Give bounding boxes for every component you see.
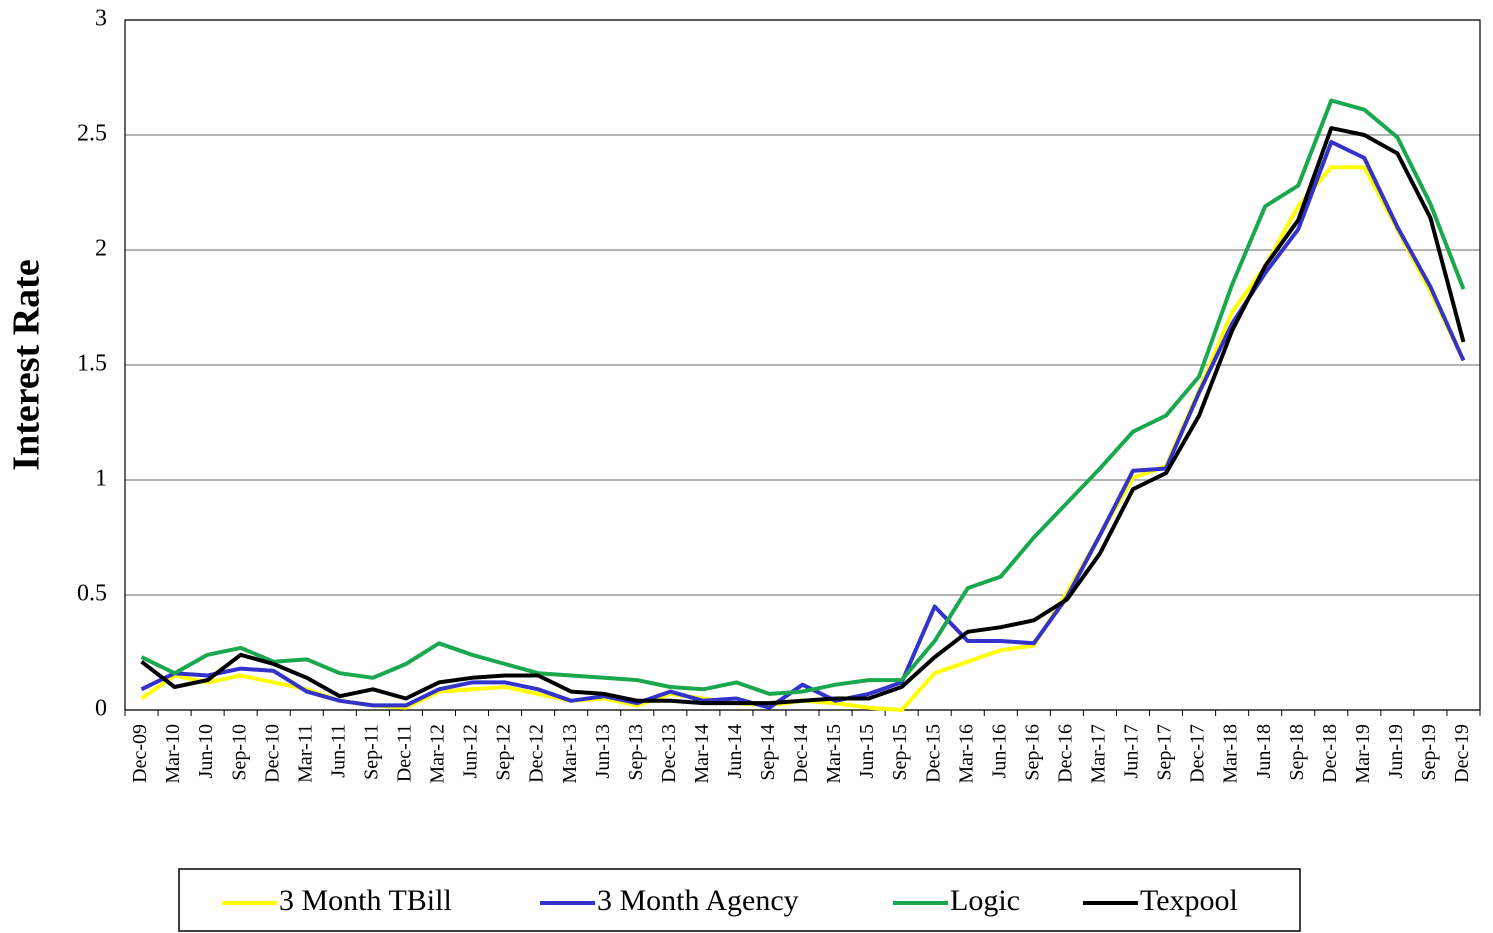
x-tick-label: Dec-12 bbox=[526, 724, 548, 783]
x-tick-label: Mar-14 bbox=[691, 724, 713, 784]
x-tick-label: Sep-11 bbox=[360, 724, 382, 780]
series-line bbox=[140, 126, 1466, 706]
x-tick-label: Dec-13 bbox=[658, 724, 680, 783]
x-tick-label: Mar-17 bbox=[1088, 724, 1110, 784]
y-tick-label: 0.5 bbox=[77, 581, 107, 607]
x-tick-label: Dec-14 bbox=[790, 724, 812, 783]
x-tick-label: Mar-15 bbox=[823, 724, 845, 784]
x-tick-label: Dec-17 bbox=[1187, 724, 1209, 783]
x-tick-label: Dec-19 bbox=[1451, 724, 1473, 783]
x-tick-label: Mar-13 bbox=[559, 724, 581, 784]
x-tick-label: Dec-16 bbox=[1054, 724, 1076, 783]
series-line bbox=[140, 165, 1466, 712]
y-tick-label: 3 bbox=[95, 6, 107, 32]
x-tick-label: Sep-15 bbox=[889, 724, 911, 781]
x-tick-label: Mar-12 bbox=[427, 724, 449, 784]
legend-box bbox=[178, 868, 1301, 932]
series-line bbox=[140, 98, 1466, 696]
x-tick-label: Sep-17 bbox=[1154, 724, 1176, 781]
y-tick-label: 2.5 bbox=[77, 121, 107, 147]
x-tick-label: Jun-17 bbox=[1121, 724, 1143, 778]
x-tick-label: Mar-11 bbox=[294, 724, 316, 783]
x-tick-label: Jun-16 bbox=[988, 724, 1010, 778]
y-axis-label: Interest Rate bbox=[6, 259, 48, 470]
y-tick-label: 0 bbox=[95, 696, 107, 722]
legend-label: Texpool bbox=[1140, 884, 1238, 917]
x-tick-label: Jun-19 bbox=[1385, 724, 1407, 778]
y-tick-label: 1 bbox=[95, 466, 107, 492]
x-tick-label: Mar-10 bbox=[162, 724, 184, 784]
x-tick-label: Mar-19 bbox=[1352, 724, 1374, 784]
x-tick-label: Sep-16 bbox=[1021, 724, 1043, 781]
x-tick-label: Sep-19 bbox=[1418, 724, 1440, 781]
x-tick-label: Mar-16 bbox=[955, 724, 977, 784]
plot-frame bbox=[124, 19, 1481, 711]
x-tick-label: Sep-12 bbox=[493, 724, 515, 781]
legend-label: 3 Month Agency bbox=[597, 884, 799, 917]
x-tick-label: Sep-18 bbox=[1286, 724, 1308, 781]
series-line bbox=[140, 139, 1466, 710]
x-tick-label: Mar-18 bbox=[1220, 724, 1242, 784]
x-tick-label: Dec-18 bbox=[1319, 724, 1341, 783]
x-tick-label: Sep-10 bbox=[228, 724, 250, 781]
x-tick-label: Dec-15 bbox=[922, 724, 944, 783]
x-tick-label: Sep-13 bbox=[625, 724, 647, 781]
x-tick-label: Jun-14 bbox=[724, 724, 746, 778]
x-tick-label: Jun-18 bbox=[1253, 724, 1275, 778]
y-tick-label: 2 bbox=[95, 236, 107, 262]
legend-label: 3 Month TBill bbox=[279, 884, 452, 917]
x-tick-label: Jun-13 bbox=[592, 724, 614, 778]
x-tick-label: Dec-09 bbox=[129, 724, 151, 783]
legend-label: Logic bbox=[950, 884, 1020, 917]
x-tick-label: Jun-10 bbox=[195, 724, 217, 778]
x-tick-label: Dec-11 bbox=[394, 724, 416, 782]
x-tick-label: Jun-15 bbox=[856, 724, 878, 778]
x-tick-label: Dec-10 bbox=[261, 724, 283, 783]
x-tick-label: Sep-14 bbox=[757, 724, 779, 781]
y-tick-label: 1.5 bbox=[77, 351, 107, 377]
x-tick-label: Jun-11 bbox=[327, 724, 349, 778]
x-tick-label: Jun-12 bbox=[460, 724, 482, 778]
